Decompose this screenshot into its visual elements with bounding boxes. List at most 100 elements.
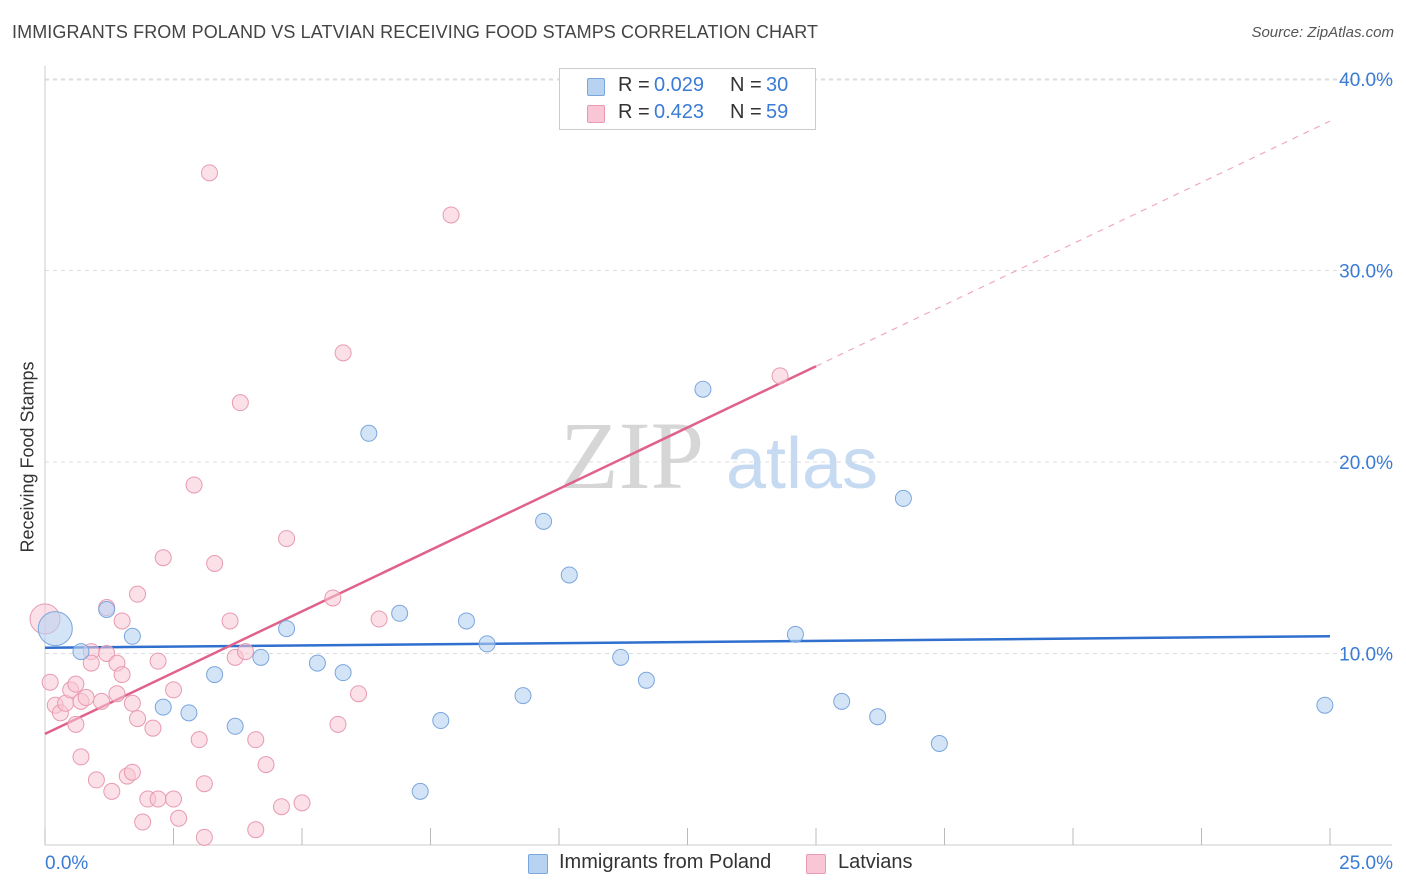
- latvian-point: [170, 809, 188, 827]
- poland-point: [478, 635, 496, 653]
- poland-point: [894, 489, 912, 507]
- latvian-point: [123, 763, 141, 781]
- latvian-point: [195, 775, 213, 793]
- latvian-point: [108, 685, 126, 703]
- latvian-point: [247, 821, 265, 839]
- legend-n-value: 59: [766, 101, 789, 123]
- poland-point: [154, 698, 172, 716]
- latvian-point: [113, 666, 131, 684]
- poland-point: [612, 648, 630, 666]
- latvian-points: [29, 164, 789, 846]
- latvian-point: [324, 589, 342, 607]
- poland-point: [833, 692, 851, 710]
- latvian-point: [771, 367, 789, 385]
- latvian-point: [129, 710, 147, 728]
- tick-labels: 10.0% 20.0% 30.0% 40.0% 0.0% 25.0%: [45, 70, 1393, 874]
- poland-point: [514, 687, 532, 705]
- latvian-point: [93, 692, 111, 710]
- poland-point: [535, 512, 553, 530]
- latvian-point: [442, 206, 460, 224]
- watermark-zip: ZIP: [560, 402, 704, 509]
- poland-point: [411, 782, 429, 800]
- latvian-point: [82, 654, 100, 672]
- poland-point: [391, 604, 409, 622]
- watermark: ZIP atlas: [560, 402, 878, 509]
- bottom-legend-swatch-poland: [528, 854, 548, 874]
- poland-point: [180, 704, 198, 722]
- poland-point: [72, 643, 90, 661]
- poland-point: [637, 671, 655, 689]
- chart-title: IMMIGRANTS FROM POLAND VS LATVIAN RECEIV…: [12, 22, 819, 42]
- stats-legend: R = 0.029 N = 30 R = 0.423 N = 59: [559, 68, 816, 130]
- bottom-legend-label-poland: Immigrants from Poland: [559, 851, 772, 873]
- latvian-point: [200, 164, 218, 182]
- y-tick-label: 10.0%: [1339, 645, 1393, 666]
- latvian-trend-extension: [815, 120, 1331, 367]
- latvian-point: [154, 549, 172, 567]
- y-axis-title: Receiving Food Stamps: [17, 361, 38, 553]
- latvian-point: [134, 813, 152, 831]
- latvian-point: [370, 610, 388, 628]
- latvian-point: [87, 771, 105, 789]
- legend-n-label: N =: [730, 101, 762, 123]
- poland-point: [278, 620, 296, 638]
- latvian-point: [72, 748, 90, 766]
- latvian-point: [231, 394, 249, 412]
- legend-n-value: 30: [766, 74, 789, 96]
- poland-point: [432, 712, 450, 730]
- latvian-point: [257, 756, 275, 774]
- trend-lines: [44, 120, 1331, 736]
- latvian-point: [350, 685, 368, 703]
- latvian-point: [149, 790, 167, 808]
- poland-point: [252, 648, 270, 666]
- latvian-point: [247, 731, 265, 749]
- poland-point: [786, 625, 804, 643]
- latvian-point: [185, 476, 203, 494]
- legend-swatch-poland: [587, 78, 605, 96]
- latvian-point: [103, 782, 121, 800]
- x-tick-label: 25.0%: [1339, 853, 1393, 874]
- x-tick-label: 0.0%: [45, 853, 88, 874]
- latvian-trend-line: [44, 365, 817, 736]
- latvian-point: [293, 794, 311, 812]
- latvian-point: [149, 652, 167, 670]
- poland-point: [694, 380, 712, 398]
- latvian-point: [113, 612, 131, 630]
- legend-r-value: 0.029: [654, 74, 705, 96]
- latvian-point: [165, 790, 182, 808]
- latvian-point: [221, 612, 239, 630]
- latvian-point: [190, 731, 208, 749]
- poland-trend-line: [44, 635, 1331, 650]
- axes: [44, 66, 1392, 846]
- latvian-point: [329, 715, 347, 733]
- poland-point: [930, 735, 948, 753]
- latvian-point: [272, 798, 290, 816]
- legend-r-label: R =: [618, 74, 650, 96]
- bottom-legend-swatch-latvian: [806, 854, 826, 874]
- latvian-point: [123, 694, 141, 712]
- latvian-point: [67, 675, 85, 693]
- latvian-point: [129, 585, 147, 603]
- poland-point: [123, 627, 141, 645]
- latvian-point: [195, 828, 213, 846]
- legend-r-label: R =: [618, 101, 650, 123]
- poland-point: [360, 424, 378, 442]
- poland-point: [560, 566, 578, 584]
- latvian-point: [334, 344, 352, 362]
- poland-point: [206, 666, 224, 684]
- y-tick-label: 20.0%: [1339, 453, 1393, 474]
- grid-lines: [45, 78, 1392, 654]
- legend-n-label: N =: [730, 74, 762, 96]
- latvian-point: [77, 689, 95, 707]
- poland-point: [37, 611, 73, 647]
- poland-point: [226, 717, 244, 735]
- poland-point: [334, 664, 352, 682]
- latvian-point: [278, 530, 296, 548]
- latvian-point: [236, 643, 254, 661]
- y-tick-label: 40.0%: [1339, 70, 1393, 91]
- poland-point: [1316, 696, 1334, 714]
- poland-point: [98, 600, 116, 618]
- latvian-point: [67, 715, 85, 733]
- y-tick-label: 30.0%: [1339, 262, 1393, 283]
